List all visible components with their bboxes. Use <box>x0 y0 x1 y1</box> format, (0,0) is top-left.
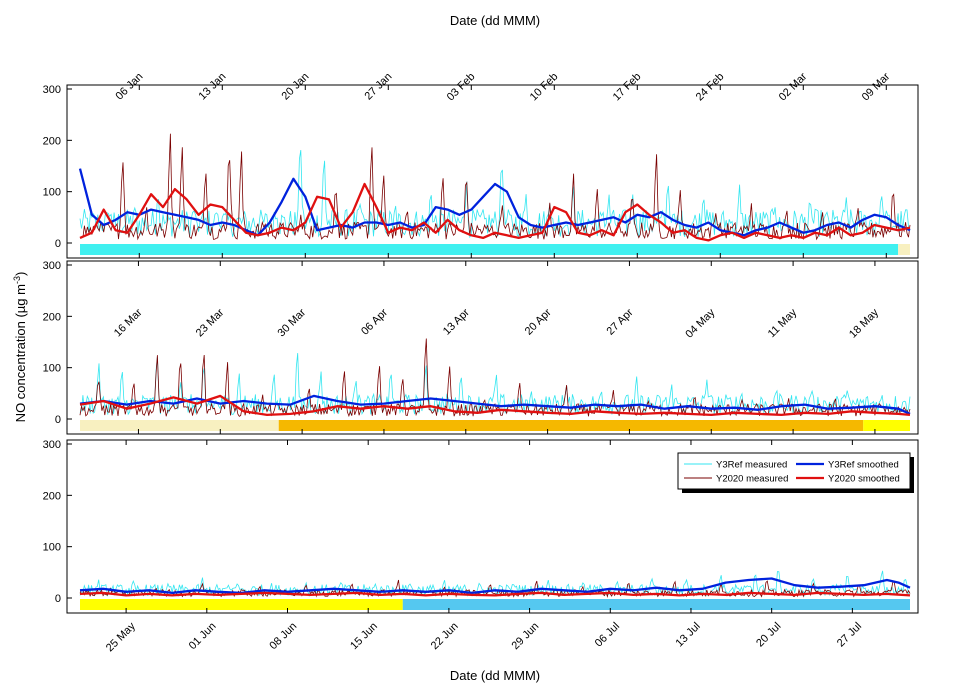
y-tick-label: 200 <box>43 490 61 502</box>
y-tick-label: 300 <box>43 439 61 451</box>
x-tick-label: 18 May <box>847 306 881 340</box>
legend-label-y2020-smoothed: Y2020 smoothed <box>828 474 900 485</box>
period-bar-yellow <box>80 599 403 610</box>
y-tick-label: 0 <box>55 414 61 426</box>
y2020-smoothed-line <box>79 591 911 597</box>
y-tick-label: 100 <box>43 187 61 199</box>
x-tick-label: 23 Mar <box>194 306 227 339</box>
panel-frame <box>66 260 919 435</box>
period-bar-cream <box>898 244 910 255</box>
chart-legend: Y3Ref measured Y3Ref smoothed Y2020 measur… <box>677 452 914 493</box>
y3ref-smoothed-line <box>79 394 911 415</box>
x-tick-label: 30 Mar <box>276 306 309 339</box>
y-axis-title-main: NO concentration ( <box>13 313 28 423</box>
panel-series <box>79 338 911 418</box>
y3ref-smoothed-line <box>78 168 911 237</box>
x-tick-label: 13 Apr <box>441 306 472 337</box>
x-tick-label: 15 Jun <box>348 620 380 652</box>
x-tick-label: 10 Feb <box>528 71 561 104</box>
x-tick-label: 02 Mar <box>777 70 810 103</box>
bottom-x-axis-title: Date (dd MMM) <box>450 668 540 683</box>
panel-1: 0 100 200 300 06 Jan 13 Jan 20 Jan 27 Jan 03 Feb… <box>43 70 919 259</box>
x-tick-label: 06 Jan <box>114 71 146 103</box>
panel-frame <box>66 84 919 259</box>
y-tick-label: 100 <box>43 363 61 375</box>
x-tick-label: 25 May <box>104 620 138 654</box>
y3ref-measured-line <box>79 149 911 239</box>
y-axis-title-unit: µg m <box>13 284 28 313</box>
y-tick-label: 0 <box>55 238 61 250</box>
y-tick-label: 300 <box>43 260 61 272</box>
y-tick-label: 200 <box>43 135 61 147</box>
x-tick-label: 06 Apr <box>359 306 390 337</box>
legend-box <box>677 452 911 490</box>
x-tick-label: 17 Feb <box>611 71 644 104</box>
y3ref-measured-line <box>79 353 911 416</box>
x-tick-label: 03 Feb <box>445 71 478 104</box>
y-axis-title-close: ) <box>13 272 28 276</box>
y-axis-title-sup: -3 <box>12 276 22 284</box>
x-tick-label: 20 Jan <box>280 71 312 103</box>
y-tick-label: 100 <box>43 542 61 554</box>
x-tick-label: 01 Jun <box>187 620 219 652</box>
y3ref-measured-line <box>79 570 911 598</box>
chart-panels: 0 100 200 300 06 Jan 13 Jan 20 Jan 27 Jan 03 Feb… <box>43 70 919 654</box>
x-tick-label: 04 May <box>683 306 717 340</box>
x-tick-label: 24 Feb <box>694 71 727 104</box>
y-tick-label: 0 <box>55 593 61 605</box>
period-bar-yellow <box>863 420 910 431</box>
x-tick-label: 08 Jun <box>267 620 299 652</box>
panel-2: 0 100 200 300 16 Mar 23 Mar 30 Mar 06 Apr 13 Apr… <box>43 260 919 435</box>
period-bar-cream <box>80 420 279 431</box>
x-tick-label: 27 Apr <box>605 306 636 337</box>
x-tick-label: 20 Apr <box>523 306 554 337</box>
x-tick-label: 20 Jul <box>754 620 783 649</box>
x-tick-label: 29 Jun <box>510 620 542 652</box>
y2020-smoothed-line <box>79 182 911 242</box>
panel-series <box>78 133 911 242</box>
x-tick-label: 09 Mar <box>860 70 893 103</box>
panel-series <box>79 570 911 599</box>
y2020-measured-line <box>79 338 911 418</box>
y-tick-label: 200 <box>43 311 61 323</box>
period-bar-cyan <box>80 244 899 255</box>
x-tick-label: 27 Jan <box>363 71 395 103</box>
x-tick-label: 06 Jul <box>593 620 622 649</box>
y2020-smoothed-line <box>79 394 911 417</box>
y-axis-title: NO concentration (µg m-3) <box>12 272 28 423</box>
legend-label-y2020-measured: Y2020 measured <box>716 474 788 485</box>
x-tick-label: 13 Jan <box>197 71 229 103</box>
y-tick-label: 300 <box>43 84 61 96</box>
x-tick-label: 13 Jul <box>674 620 703 649</box>
period-bar-blue <box>402 599 910 610</box>
legend-label-y3ref-smoothed: Y3Ref smoothed <box>828 460 899 471</box>
legend-label-y3ref-measured: Y3Ref measured <box>716 460 787 471</box>
x-tick-label: 22 Jun <box>429 620 461 652</box>
y3ref-smoothed-line <box>79 577 911 595</box>
x-tick-label: 27 Jul <box>835 620 864 649</box>
y2020-measured-line <box>79 579 911 599</box>
top-x-axis-title: Date (dd MMM) <box>450 13 540 28</box>
panel-frame <box>66 439 919 614</box>
x-tick-label: 11 May <box>766 306 800 340</box>
period-bar-orange <box>278 420 864 431</box>
x-tick-label: 16 Mar <box>112 306 145 339</box>
y2020-measured-line <box>79 133 911 241</box>
